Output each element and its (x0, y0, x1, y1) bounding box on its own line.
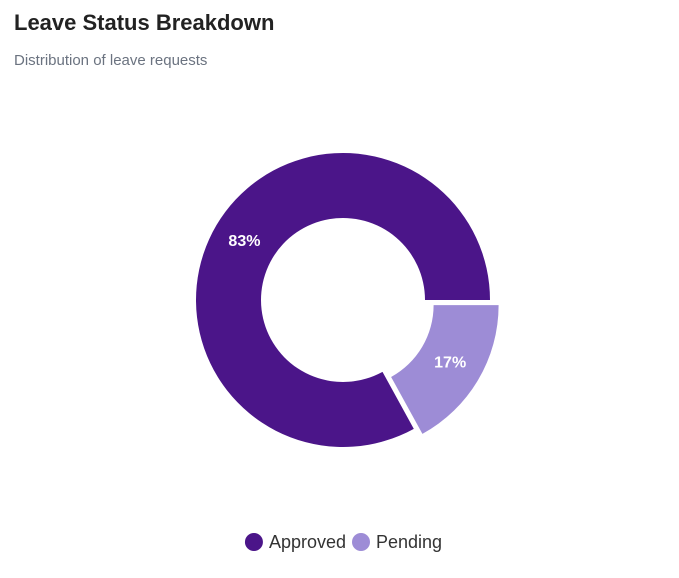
slice-label: 17% (434, 355, 466, 372)
legend-item: Pending (352, 532, 442, 552)
chart-title: Leave Status Breakdown (14, 10, 275, 35)
slice-label: 83% (228, 233, 260, 250)
legend-label: Approved (269, 532, 346, 552)
chart-subtitle: Distribution of leave requests (14, 52, 208, 69)
legend-label: Pending (376, 532, 442, 552)
donut-slice (196, 152, 491, 447)
donut-slice (391, 305, 499, 434)
legend-item: Approved (244, 532, 346, 552)
legend-swatch (352, 533, 370, 551)
legend-swatch (244, 533, 263, 551)
